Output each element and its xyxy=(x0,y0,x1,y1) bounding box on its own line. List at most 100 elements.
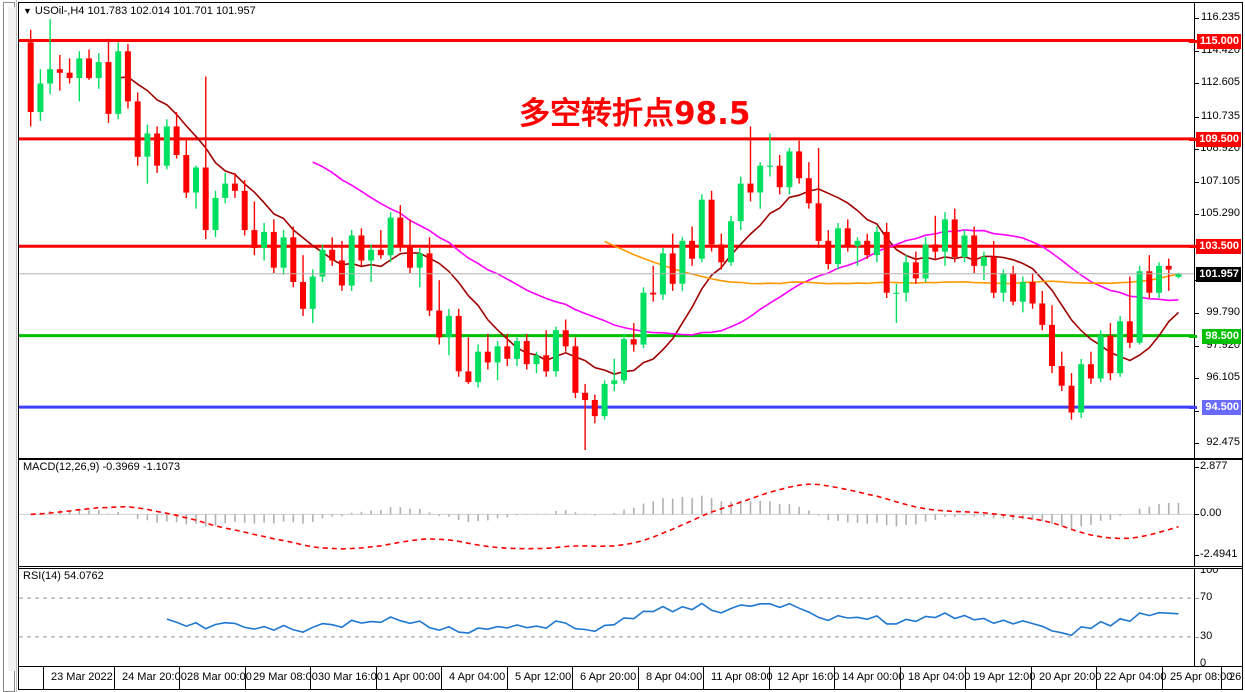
candle-body xyxy=(222,183,229,198)
time-tick-separator xyxy=(572,667,573,689)
candle-body xyxy=(202,167,209,231)
axis-tickmark xyxy=(1195,18,1199,20)
time-tick-separator xyxy=(114,667,115,689)
candle-body xyxy=(669,253,676,284)
candle-body xyxy=(47,69,54,84)
scrollbar-thumb[interactable] xyxy=(8,7,16,671)
candle-body xyxy=(552,330,559,372)
candle-body xyxy=(737,183,744,222)
time-axis[interactable]: 23 Mar 2022 24 Mar 20:00 28 Mar 00:00 29 Ma… xyxy=(19,666,1242,689)
time-tick-separator xyxy=(1096,667,1097,689)
time-tick-separator xyxy=(703,667,704,689)
candle-body xyxy=(766,165,773,167)
price-plot-area[interactable]: ▼ USOil-,H4 101.783 102.014 101.701 101.9… xyxy=(19,3,1194,458)
rsi-tick-label: 70 xyxy=(1200,591,1213,604)
rsi-svg xyxy=(19,597,1194,638)
current-price-badge[interactable]: 101.957 xyxy=(1196,266,1241,282)
candle-body xyxy=(873,231,880,256)
rsi-panel[interactable]: RSI(14) 54.0762 100 70 30 0 xyxy=(19,568,1242,666)
scrollbar-track[interactable] xyxy=(3,2,16,692)
time-tick-separator xyxy=(507,667,508,689)
level-badge-floor-94-5[interactable]: 94.500 xyxy=(1202,400,1241,416)
time-tick-separator xyxy=(245,667,246,689)
time-tick-separator xyxy=(441,667,442,689)
time-tick-label: 8 Apr 04:00 xyxy=(646,671,703,683)
price-tick-label: 110.735 xyxy=(1201,109,1240,122)
candle-body xyxy=(1029,282,1036,304)
time-tick-label: 30 Mar 16:00 xyxy=(318,671,383,683)
candle-body xyxy=(397,217,404,247)
caret-down-icon[interactable]: ▼ xyxy=(23,6,32,17)
price-tick-label: 114.420 xyxy=(1201,43,1240,56)
ma-mid-line xyxy=(312,161,1179,336)
candle-body xyxy=(961,235,968,257)
candle-body xyxy=(426,253,433,311)
time-tick-label: 29 Mar 08:00 xyxy=(253,671,318,683)
candle-body xyxy=(124,51,131,102)
level-badge-resistance-109-5[interactable]: 109.500 xyxy=(1196,131,1241,147)
candle-body xyxy=(1068,385,1075,413)
candle-body xyxy=(718,244,725,263)
rsi-tick-label: 100 xyxy=(1200,568,1219,576)
left-scrollbar[interactable] xyxy=(0,0,17,692)
candle-body xyxy=(883,231,890,293)
axis-tickmark xyxy=(1195,410,1199,412)
candle-body xyxy=(980,256,987,266)
macd-axis[interactable]: 2.877 0.00 -2.4941 xyxy=(1194,460,1242,566)
level-badge-support-98-5[interactable]: 98.500 xyxy=(1202,328,1241,344)
time-tick-separator xyxy=(900,667,901,689)
candle-body xyxy=(338,260,345,286)
rsi-line xyxy=(166,602,1179,637)
candle-body xyxy=(407,246,413,268)
level-axis-marker xyxy=(1189,137,1197,141)
candle-body xyxy=(591,400,598,417)
level-badge-resistance-103-5[interactable]: 103.500 xyxy=(1196,239,1241,255)
candle-body xyxy=(1107,335,1114,374)
candle-body xyxy=(377,249,384,256)
time-tick-label: 12 Apr 16:00 xyxy=(777,671,840,683)
candle-body xyxy=(183,155,190,193)
candle-body xyxy=(163,126,170,166)
level-axis-marker xyxy=(1189,39,1197,43)
time-tick-label: 26 Apr 16:00 xyxy=(1229,671,1242,683)
candle-body xyxy=(1078,364,1085,413)
candle-body xyxy=(1175,273,1182,277)
time-tick-separator xyxy=(43,667,44,689)
rsi-tick-label: 30 xyxy=(1200,629,1213,642)
time-tick-label: 1 Apr 00:00 xyxy=(384,671,441,683)
candle-body xyxy=(1019,282,1026,302)
candle-body xyxy=(27,42,34,112)
rsi-axis[interactable]: 100 70 30 0 xyxy=(1194,569,1242,666)
candle-body xyxy=(436,310,443,338)
axis-tickmark xyxy=(1195,514,1199,516)
level-axis-marker xyxy=(1189,406,1197,410)
candle-body xyxy=(86,58,92,79)
rsi-plot-area[interactable]: RSI(14) 54.0762 xyxy=(19,569,1194,666)
price-panel[interactable]: ▼ USOil-,H4 101.783 102.014 101.701 101.9… xyxy=(19,3,1242,459)
axis-tickmark xyxy=(1195,378,1199,380)
candle-body xyxy=(1146,271,1153,293)
time-tick-label: 28 Mar 00:00 xyxy=(187,671,252,683)
level-badge-resistance-115[interactable]: 115.000 xyxy=(1196,33,1241,49)
time-tick-label: 25 Apr 08:00 xyxy=(1170,671,1233,683)
candle-body xyxy=(1049,324,1055,366)
candle-body xyxy=(708,199,715,245)
price-axis[interactable]: 116.235 114.420 112.605 110.735 108.920 107.1… xyxy=(1189,3,1242,458)
candle-body xyxy=(611,380,618,384)
candle-body xyxy=(776,165,783,188)
axis-tickmark xyxy=(1195,443,1199,445)
candle-body xyxy=(747,183,754,193)
candle-body xyxy=(650,292,657,295)
time-tick-label: 11 Apr 08:00 xyxy=(711,671,773,683)
price-tick-label: 116.235 xyxy=(1201,11,1240,24)
macd-plot-area[interactable]: MACD(12,26,9) -0.3969 -1.1073 xyxy=(19,460,1194,566)
price-tick-label: 96.105 xyxy=(1206,371,1240,384)
macd-panel[interactable]: MACD(12,26,9) -0.3969 -1.1073 2.877 0.00 -… xyxy=(19,459,1242,567)
candle-body xyxy=(1010,273,1017,302)
chart-annotation-text: 多空转折点98.5 xyxy=(519,96,751,132)
candle-body xyxy=(76,58,83,79)
candle-body xyxy=(445,315,452,338)
time-tick-label: 22 Apr 04:00 xyxy=(1104,671,1167,683)
candle-body xyxy=(368,249,375,261)
candle-body xyxy=(95,62,102,79)
